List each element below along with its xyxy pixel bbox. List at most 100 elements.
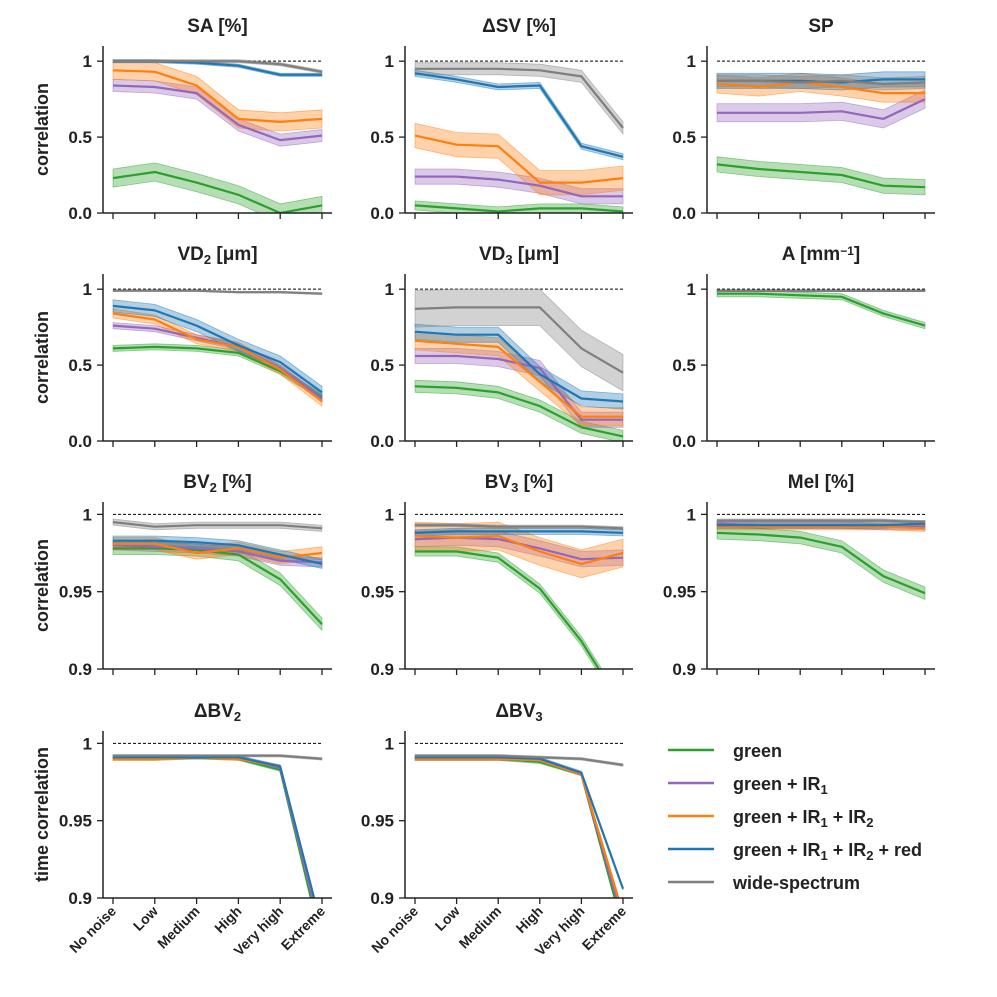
x-tick-label: No noise (66, 903, 119, 956)
band-green (414, 546, 603, 669)
series-line-wide (113, 60, 323, 73)
series-line-green (112, 170, 323, 213)
y-tick-label: 0.9 (68, 660, 92, 679)
band-red (414, 755, 624, 891)
series-line-green (716, 531, 926, 595)
legend-label-ir2: green + IR1 + IR2 (733, 807, 874, 830)
y-tick-label: 1 (83, 734, 92, 753)
y-axis-label: time correlation (32, 747, 52, 882)
y-tick-label: 0.95 (663, 583, 696, 602)
series-line-green (415, 550, 601, 669)
panel-0: SA [%] 0.0 0.5 1 (68, 16, 332, 223)
band-green (414, 756, 616, 898)
y-tick-label: 0.5 (370, 356, 394, 375)
band-green (716, 526, 926, 600)
x-tick-label: Low (432, 903, 463, 934)
panel-title: BV2 [%] (183, 472, 251, 495)
panel-4: VD3 [μm] 0.0 0.5 1 (370, 244, 633, 451)
panel-title: SA [%] (187, 16, 248, 37)
panel-2: SP 0.0 0.5 1 (672, 16, 935, 223)
panel-title: VD3 [μm] (479, 244, 559, 267)
x-tick-label: Low (130, 903, 161, 934)
y-tick-label: 0.95 (59, 812, 92, 831)
y-tick-label: 0.5 (370, 128, 394, 147)
band-ir2 (112, 60, 323, 132)
y-tick-label: 0.0 (672, 432, 696, 451)
y-tick-label: 0.9 (370, 889, 394, 908)
panel-title: SP (808, 16, 834, 37)
series-line-wide (415, 67, 624, 129)
panel-title: ΔBV3 (495, 701, 542, 724)
y-tick-label: 0.0 (370, 432, 394, 451)
y-tick-label: 0.0 (370, 204, 394, 223)
panel-title: VD2 [μm] (177, 244, 257, 267)
series-line-red (414, 72, 624, 158)
y-tick-label: 1 (687, 505, 696, 524)
y-tick-label: 0.5 (68, 128, 92, 147)
series-line-green (716, 163, 926, 189)
y-tick-label: 0.95 (361, 583, 394, 602)
band-red (112, 755, 315, 898)
band-red (414, 323, 624, 410)
x-tick-label: Medium (154, 903, 203, 952)
series-line-wide (113, 289, 323, 295)
series-line-red (415, 756, 625, 890)
series-line-ir2 (414, 134, 624, 184)
series-line-wide (415, 524, 624, 530)
x-tick-label: High (211, 903, 244, 936)
series-line-green (415, 757, 616, 898)
panel-title: ΔBV2 (194, 701, 241, 724)
series-line-wide (717, 519, 926, 524)
y-tick-label: 0.9 (68, 889, 92, 908)
series-line-green (414, 204, 624, 213)
band-ir2 (414, 756, 620, 898)
y-tick-label: 1 (385, 734, 394, 753)
y-tick-label: 1 (83, 505, 92, 524)
y-tick-label: 1 (687, 280, 696, 299)
series-line-red (414, 330, 624, 403)
series-line-green (113, 547, 323, 625)
band-green (414, 379, 624, 441)
series-line-green (414, 385, 624, 438)
x-tick-label: High (513, 903, 546, 936)
band-green (716, 156, 926, 196)
series-line-green (717, 292, 926, 327)
panel-5: A [mm−1] 0.0 0.5 1 (672, 244, 935, 451)
panel-title: Mel [%] (788, 472, 855, 493)
y-axis-label: correlation (32, 311, 52, 404)
y-tick-label: 0.0 (672, 204, 696, 223)
series-line-wide (415, 754, 624, 767)
series-line-ir2 (716, 81, 925, 95)
y-tick-label: 0.0 (68, 432, 92, 451)
panel-8: Mel [%] 0.9 0.95 1 (663, 472, 935, 679)
legend-label-ir1: green + IR1 (733, 774, 828, 797)
series-line-ir2 (415, 757, 620, 898)
series-line-ir2 (113, 756, 316, 898)
series-line-ir2 (414, 339, 623, 418)
x-tick-label: No noise (368, 903, 421, 956)
panel-title: BV3 [%] (485, 472, 553, 495)
y-tick-label: 1 (83, 52, 92, 71)
x-tick-label: Extreme (278, 903, 329, 954)
panel-3: VD2 [μm] 0.0 0.5 1 (68, 244, 332, 451)
y-tick-label: 1 (83, 280, 92, 299)
series-line-ir1 (112, 84, 323, 142)
legend-label-red: green + IR1 + IR2 + red (733, 840, 922, 863)
series-line-ir2 (112, 69, 323, 124)
panel-title: A [mm−1] (782, 244, 860, 265)
x-tick-label: Medium (456, 903, 505, 952)
panel-7: BV3 [%] 0.9 0.95 1 (361, 472, 633, 679)
band-ir2 (414, 122, 624, 196)
y-tick-label: 1 (687, 52, 696, 71)
band-ir2 (414, 331, 624, 427)
y-tick-label: 0.95 (361, 812, 394, 831)
series-line-red (113, 756, 316, 898)
panel-title: ΔSV [%] (482, 16, 556, 37)
x-tick-label: Extreme (579, 903, 630, 954)
y-tick-label: 0.0 (68, 204, 92, 223)
panel-1: ΔSV [%] 0.0 0.5 1 (370, 16, 633, 223)
band-wide (414, 288, 624, 392)
band-red (112, 535, 323, 569)
